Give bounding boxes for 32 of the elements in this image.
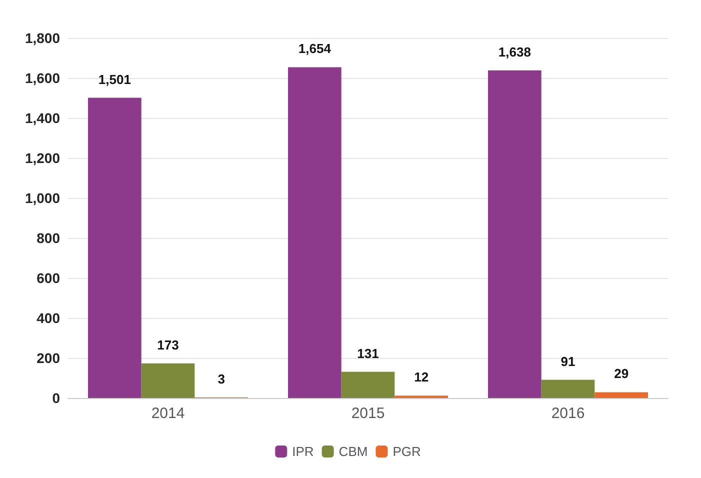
data-label: 91 xyxy=(560,354,576,369)
y-tick-label: 1,400 xyxy=(24,110,60,126)
y-tick-label: 1,000 xyxy=(24,190,60,206)
y-tick-label: 1,200 xyxy=(24,150,60,166)
y-tick-label: 1,800 xyxy=(24,30,60,46)
y-tick-label: 600 xyxy=(36,270,60,286)
y-tick-label: 1,600 xyxy=(24,70,60,86)
bar xyxy=(88,98,142,398)
bar xyxy=(141,363,195,398)
legend-label: IPR xyxy=(292,444,314,459)
data-label: 131 xyxy=(357,346,379,361)
data-label: 12 xyxy=(414,370,429,385)
bar xyxy=(288,67,342,398)
data-label: 3 xyxy=(218,371,225,386)
bar xyxy=(594,392,648,398)
legend-label: PGR xyxy=(392,444,421,459)
y-tick-label: 800 xyxy=(36,230,60,246)
data-label: 173 xyxy=(157,337,179,352)
bar xyxy=(541,380,595,398)
x-tick-label: 2016 xyxy=(551,405,585,422)
x-tick-label: 2015 xyxy=(351,405,385,422)
x-tick-label: 2014 xyxy=(151,405,185,422)
bar xyxy=(341,372,395,398)
y-tick-label: 0 xyxy=(52,390,60,406)
data-label: 1,654 xyxy=(298,41,332,56)
bar xyxy=(488,70,542,398)
y-tick-label: 400 xyxy=(36,310,60,326)
data-label: 1,501 xyxy=(98,72,131,87)
legend-label: CBM xyxy=(338,444,368,459)
data-label: 1,638 xyxy=(498,44,531,60)
y-tick-label: 200 xyxy=(36,350,60,366)
data-label: 29 xyxy=(614,366,629,382)
